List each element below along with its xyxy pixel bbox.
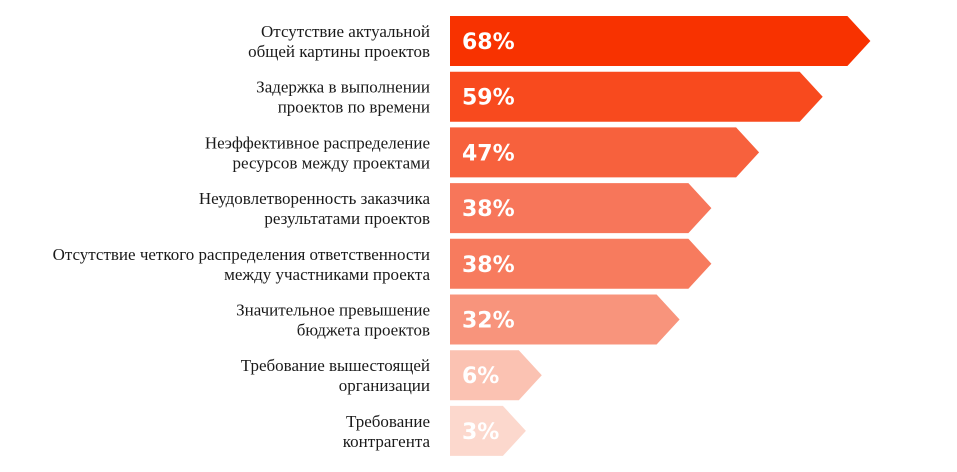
bar	[450, 405, 526, 456]
category-label: контрагента	[343, 432, 431, 451]
category-label: Значительное превышение	[236, 301, 430, 320]
bar	[450, 350, 542, 401]
bar	[450, 16, 871, 66]
value-label: 59%	[462, 86, 515, 111]
category-label: Неудовлетворенность заказчика	[199, 189, 431, 208]
category-label: проектов по времени	[278, 98, 430, 117]
bar	[450, 238, 712, 289]
value-label: 32%	[462, 309, 515, 334]
category-label: организации	[339, 376, 430, 395]
category-label: Задержка в выполнении	[256, 78, 430, 97]
value-label: 38%	[462, 197, 515, 222]
category-label: общей картины проектов	[248, 42, 430, 61]
value-label: 68%	[462, 30, 515, 55]
category-label: Требование вышестоящей	[241, 356, 430, 375]
bar	[450, 183, 712, 234]
value-label: 47%	[462, 141, 515, 166]
bar	[450, 71, 823, 122]
category-label: Отсутствие актуальной	[261, 22, 430, 41]
bar	[450, 294, 680, 345]
category-label: бюджета проектов	[297, 321, 430, 340]
category-label: Требование	[346, 412, 430, 431]
value-label: 3%	[462, 420, 499, 445]
category-label: Отсутствие четкого распределения ответст…	[53, 245, 430, 264]
bar	[450, 127, 760, 178]
value-label: 6%	[462, 364, 499, 389]
category-label: между участниками проекта	[224, 265, 430, 284]
value-label: 38%	[462, 253, 515, 278]
category-label: результатами проектов	[264, 209, 430, 228]
category-label: ресурсов между проектами	[233, 153, 430, 172]
category-label: Неэффективное распределение	[205, 133, 430, 152]
